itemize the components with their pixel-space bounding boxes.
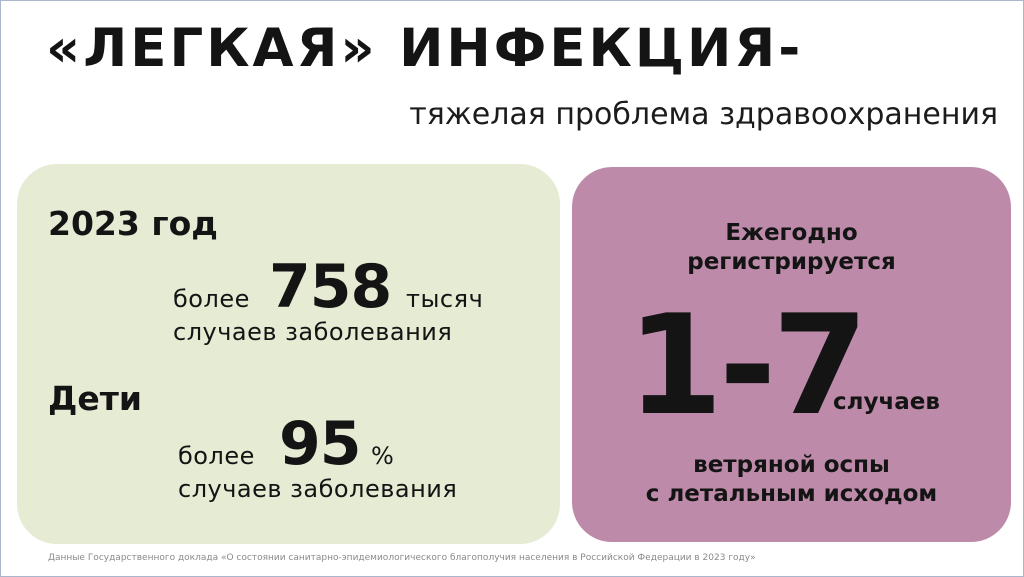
annual-label: Ежегодно (725, 220, 858, 246)
cases-caption: случаев заболевания (173, 318, 453, 346)
slide-title: «ЛЕГКАЯ» ИНФЕКЦИЯ- (46, 18, 804, 79)
fatal-caption-line1: ветряной оспы (693, 452, 890, 478)
fatal-caption-line2: с летальным исходом (645, 481, 938, 507)
statistics-card-left: 2023 год более 758 тысяч случаев заболев… (17, 164, 560, 544)
children-number: 95 (279, 409, 361, 479)
children-unit: % (371, 442, 395, 470)
children-caption: случаев заболевания (178, 475, 458, 503)
statistics-card-right: Ежегодно регистрируется 1-7 случаев ветр… (572, 167, 1011, 542)
children-heading: Дети (48, 379, 143, 418)
year-heading: 2023 год (48, 204, 218, 243)
cases-unit: тысяч (406, 285, 484, 313)
fatal-cases-range: 1-7 (627, 285, 868, 446)
slide-subtitle: тяжелая проблема здравоохранения (409, 97, 998, 132)
children-prefix: более (178, 442, 255, 470)
registered-label: регистрируется (687, 249, 896, 275)
cases-number: 758 (269, 252, 392, 322)
source-footnote: Данные Государственного доклада «О состо… (48, 553, 756, 563)
fatal-cases-unit: случаев (833, 389, 940, 415)
cases-prefix: более (173, 285, 250, 313)
